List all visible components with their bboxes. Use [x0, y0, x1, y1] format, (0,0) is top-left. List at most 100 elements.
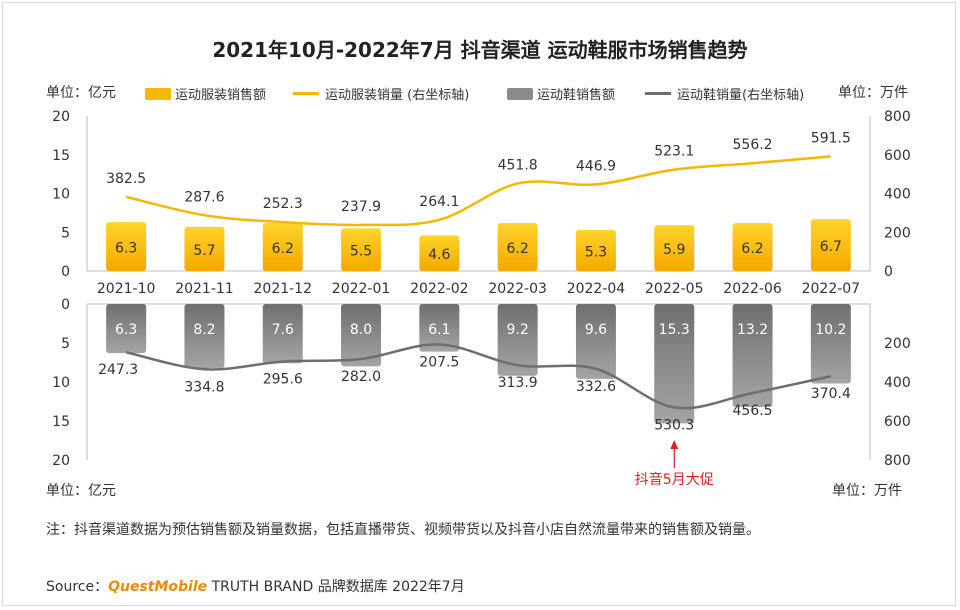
apparel-sales-bar: [497, 222, 538, 271]
bottom-left-tick-label: 10: [52, 375, 70, 391]
legend-label: 运动服装销量 (右坐标轴): [325, 88, 470, 103]
category-label: 2022-03: [488, 281, 547, 297]
bottom-left-tick-label: 20: [52, 453, 70, 469]
category-label: 2022-02: [410, 281, 469, 297]
category-label: 2021-11: [175, 281, 234, 297]
footnote: 注：抖音渠道数据为预估销售额及销量数据，包括直播带货、视频带货以及抖音小店自然流…: [46, 522, 760, 538]
shoes-volume-label: 207.5: [419, 354, 459, 370]
source-prefix: Source：: [46, 579, 109, 595]
top-left-tick-label: 20: [52, 109, 70, 125]
source-line: Source：QuestMobile TRUTH BRAND 品牌数据库 202…: [46, 576, 465, 596]
legend-label: 运动鞋销售额: [537, 88, 616, 103]
shoes-sales-label: 10.2: [815, 322, 846, 338]
shoes-volume-label: 370.4: [811, 386, 851, 402]
shoes-sales-label: 6.1: [428, 322, 450, 338]
apparel-volume-label: 252.3: [263, 196, 303, 212]
shoes-sales-label: 13.2: [737, 322, 768, 338]
category-label: 2022-07: [802, 281, 861, 297]
category-label: 2021-12: [254, 281, 313, 297]
legend-item-apparel-volume: 运动服装销量 (右坐标轴): [293, 84, 469, 103]
category-label: 2021-10: [97, 281, 156, 297]
shoes-sales-bar: [810, 304, 851, 384]
apparel-sales-bar: [184, 226, 225, 271]
apparel-sales-label: 6.2: [741, 241, 763, 257]
legend-item-apparel-sales: 运动服装销售额: [145, 84, 266, 103]
legend-swatch-apparel-sales: [145, 87, 171, 100]
bottom-left-tick-label: 0: [61, 297, 70, 313]
apparel-sales-label: 6.2: [272, 241, 294, 257]
legend-swatch-shoes-volume: [645, 92, 671, 95]
shoes-sales-label: 7.6: [272, 322, 294, 338]
legend-swatch-apparel-volume: [293, 92, 319, 95]
category-label: 2022-05: [645, 281, 704, 297]
apparel-volume-label: 287.6: [184, 189, 224, 205]
shoes-sales-bar: [341, 304, 382, 367]
legend-swatch-shoes-sales: [507, 87, 533, 100]
apparel-sales-bar: [732, 222, 773, 271]
shoes-sales-label: 9.2: [507, 322, 529, 338]
apparel-volume-label: 523.1: [654, 144, 694, 160]
shoes-sales-bar: [575, 304, 616, 379]
shoes-volume-label: 456.5: [733, 403, 773, 419]
category-label: 2022-04: [567, 281, 626, 297]
top-right-tick-label: 400: [884, 187, 911, 203]
left-top-unit: 单位：亿元: [46, 85, 116, 101]
shoes-volume-line: [125, 343, 832, 410]
apparel-sales-bar: [341, 228, 382, 271]
apparel-volume-label: 446.9: [576, 158, 616, 174]
annotation-arrow-head: [670, 440, 679, 449]
shoes-sales-bar: [732, 304, 773, 407]
shoes-volume-label: 295.6: [263, 372, 303, 388]
top-left-tick-label: 15: [52, 148, 70, 164]
apparel-sales-bar: [262, 222, 303, 271]
category-label: 2022-01: [332, 281, 391, 297]
right-top-unit: 单位：万件: [838, 85, 908, 101]
bottom-right-tick-label: 200: [884, 336, 911, 352]
apparel-volume-label: 451.8: [498, 157, 538, 173]
top-left-tick-label: 0: [61, 264, 70, 280]
shoes-sales-bar: [497, 304, 538, 376]
annotation-label: 抖音5月大促: [635, 471, 714, 488]
apparel-volume-line: [125, 155, 831, 227]
right-bottom-unit: 单位：万件: [832, 483, 902, 499]
legend-label: 运动服装销售额: [175, 88, 267, 103]
shoes-sales-label: 15.3: [659, 322, 690, 338]
shoes-volume-label: 313.9: [498, 375, 538, 391]
apparel-sales-bar: [419, 235, 460, 271]
top-left-tick-label: 10: [52, 187, 70, 203]
apparel-sales-bar: [106, 222, 147, 271]
shoes-sales-label: 6.3: [115, 322, 137, 338]
shoes-sales-label: 9.6: [585, 322, 607, 338]
shoes-sales-bar: [654, 304, 695, 424]
top-right-tick-label: 200: [884, 225, 911, 241]
bottom-right-tick-label: 800: [884, 453, 911, 469]
shoes-volume-label: 247.3: [98, 362, 138, 378]
apparel-sales-label: 5.5: [350, 244, 372, 260]
apparel-sales-bar: [810, 219, 851, 271]
top-right-tick-label: 0: [884, 264, 893, 280]
apparel-volume-label: 591.5: [811, 130, 851, 146]
source-rest: TRUTH BRAND 品牌数据库 2022年7月: [207, 579, 465, 595]
shoes-sales-label: 8.2: [193, 322, 215, 338]
shoes-sales-label: 8.0: [350, 322, 372, 338]
questmobile-logo: QuestMobile: [108, 579, 208, 595]
apparel-sales-label: 6.2: [507, 241, 529, 257]
apparel-sales-bar: [654, 225, 695, 271]
chart-title: 2021年10月-2022年7月 抖音渠道 运动鞋服市场销售趋势: [212, 38, 748, 62]
shoes-volume-label: 282.0: [341, 369, 381, 385]
apparel-sales-label: 6.3: [115, 241, 137, 257]
bottom-right-tick-label: 600: [884, 414, 911, 430]
apparel-sales-label: 5.7: [193, 243, 215, 259]
apparel-sales-label: 4.6: [428, 247, 450, 263]
shoes-sales-bar: [106, 304, 147, 354]
bottom-right-tick-label: 400: [884, 375, 911, 391]
apparel-sales-bar: [575, 229, 616, 271]
legend-label: 运动鞋销量(右坐标轴): [677, 88, 805, 103]
shoes-volume-label: 332.6: [576, 379, 616, 395]
top-left-tick-label: 5: [61, 225, 70, 241]
shoes-sales-bar: [419, 304, 460, 352]
bottom-left-tick-label: 5: [61, 336, 70, 352]
bottom-left-tick-label: 15: [52, 414, 70, 430]
top-right-tick-label: 800: [884, 109, 911, 125]
